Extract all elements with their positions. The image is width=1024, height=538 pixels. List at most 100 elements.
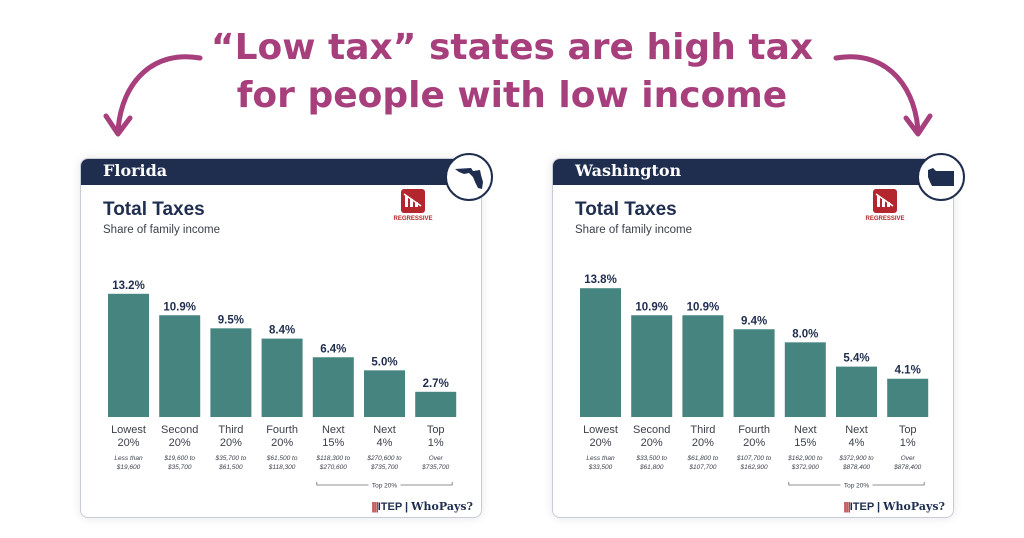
income-range-label: $372,900 to — [838, 455, 874, 462]
category-label: Fourth — [738, 424, 770, 436]
top20-label-bg — [368, 481, 401, 489]
headline-line-2: for people with low income — [236, 75, 788, 116]
value-label: 10.9% — [163, 301, 196, 313]
income-range-label: $162,900 to — [787, 455, 823, 462]
bar — [631, 315, 673, 417]
category-label: 20% — [117, 437, 139, 449]
category-label: 20% — [641, 437, 663, 449]
value-label: 4.1% — [895, 365, 921, 377]
category-label: Second — [161, 424, 198, 436]
top20-label-bg — [840, 481, 873, 489]
income-range-label: $162,900 — [740, 464, 768, 471]
chart-title: Total Taxes — [103, 199, 205, 220]
value-label: 10.9% — [635, 301, 668, 313]
income-range-label: $118,300 to — [315, 455, 350, 462]
category-label: Fourth — [266, 424, 298, 436]
income-range-label: Less than — [114, 455, 143, 462]
income-range-label: $19,600 to — [163, 455, 195, 462]
income-range-label: $35,700 — [167, 464, 192, 471]
bar — [682, 315, 724, 417]
bar — [108, 293, 149, 417]
income-range-label: $878,400 — [893, 464, 921, 471]
category-label: 20% — [589, 437, 611, 449]
income-range-label: $61,800 to — [687, 455, 719, 462]
value-label: 8.0% — [792, 328, 818, 340]
bar — [733, 329, 775, 417]
income-range-label: $61,500 to — [266, 455, 298, 462]
bar — [580, 288, 621, 417]
state-map-icon — [917, 153, 965, 201]
state-card-florida: Florida Total Taxes Share of family inco… — [80, 153, 493, 518]
category-label: Lowest — [583, 424, 618, 436]
state-map-icon — [445, 153, 493, 201]
regressive-icon — [401, 189, 425, 213]
state-name: Florida — [103, 161, 168, 180]
chart-subtitle: Share of family income — [103, 224, 220, 236]
bar — [210, 328, 252, 417]
income-range-label: $61,800 — [639, 464, 664, 471]
value-label: 10.9% — [687, 301, 720, 313]
bar — [784, 342, 826, 417]
income-range-label: $107,700 — [688, 464, 716, 471]
value-label: 13.8% — [584, 274, 617, 286]
income-range-label: $270,600 to — [366, 455, 402, 462]
category-label: 1% — [428, 437, 444, 449]
category-label: 20% — [743, 437, 765, 449]
value-label: 2.7% — [423, 378, 449, 390]
category-label: 4% — [377, 437, 393, 449]
regressive-icon — [873, 189, 897, 213]
income-range-label: $735,700 — [421, 464, 449, 471]
bar — [415, 391, 457, 417]
income-range-label: $878,400 — [842, 464, 870, 471]
income-range-label: $61,500 — [218, 464, 243, 471]
arrow-left-icon — [103, 54, 203, 137]
regressive-label: REGRESSIVE — [865, 216, 905, 222]
chart-title: Total Taxes — [575, 199, 677, 220]
value-label: 5.0% — [371, 356, 397, 368]
income-range-label: $33,500 to — [635, 455, 667, 462]
bar — [836, 366, 877, 417]
card-header: Washington — [553, 159, 953, 185]
value-label: 13.2% — [112, 280, 145, 292]
category-label: 20% — [169, 437, 191, 449]
income-range-label: Over — [901, 455, 916, 462]
bar — [261, 338, 303, 417]
income-range-label: $19,600 — [116, 464, 141, 471]
value-label: 8.4% — [269, 325, 295, 337]
income-range-label: $118,300 — [268, 464, 296, 471]
category-label: Next — [322, 424, 345, 436]
category-label: Second — [633, 424, 670, 436]
income-range-label: $270,600 — [319, 464, 347, 471]
chart-subtitle: Share of family income — [575, 224, 692, 236]
category-label: 15% — [322, 437, 344, 449]
category-label: Top — [899, 424, 917, 436]
category-label: Third — [690, 424, 715, 436]
arrow-right-icon — [833, 54, 933, 137]
value-label: 9.4% — [741, 315, 767, 327]
category-label: Next — [794, 424, 817, 436]
category-label: Next — [373, 424, 396, 436]
bar — [312, 357, 354, 417]
income-range-label: $107,700 to — [736, 455, 772, 462]
state-card-washington: Washington Total Taxes Share of family i… — [552, 153, 965, 518]
state-name: Washington — [575, 161, 682, 180]
category-label: Third — [218, 424, 243, 436]
itep-whopays-logo: |||ITEP | WhoPays? — [371, 500, 473, 513]
value-label: 9.5% — [218, 314, 244, 326]
top20-label: Top 20% — [844, 483, 870, 490]
income-range-label: $735,700 — [370, 464, 398, 471]
category-label: Top — [427, 424, 445, 436]
category-label: Next — [845, 424, 868, 436]
category-label: 1% — [900, 437, 916, 449]
regressive-label: REGRESSIVE — [393, 216, 433, 222]
card-header: Florida — [81, 159, 481, 185]
category-label: 20% — [271, 437, 293, 449]
top20-label: Top 20% — [372, 483, 398, 490]
headline-line-1: “Low tax” states are high tax — [210, 27, 814, 68]
income-range-label: $35,700 to — [215, 455, 247, 462]
bar — [364, 370, 405, 417]
bar — [887, 378, 929, 417]
category-label: Lowest — [111, 424, 146, 436]
value-label: 5.4% — [843, 353, 869, 365]
